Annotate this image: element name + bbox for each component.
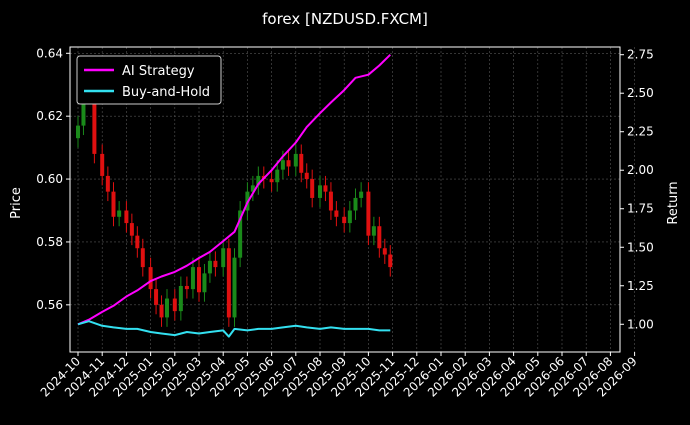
y2-tick-label: 2.50 — [627, 86, 654, 100]
candle-body — [124, 210, 129, 224]
y2-tick-label: 2.75 — [627, 48, 654, 62]
candle-body — [154, 289, 159, 305]
candle-body — [293, 153, 298, 167]
candle-body — [172, 298, 177, 312]
legend-label-buy-and-hold: Buy-and-Hold — [122, 85, 210, 100]
candle-body — [164, 298, 169, 318]
right-axis-ticks: 1.00 1.25 1.50 1.75 2.00 2.25 2.50 2.75 — [620, 48, 654, 331]
candle-body — [197, 267, 201, 293]
candle-body — [250, 185, 255, 192]
candle-body — [353, 197, 358, 211]
candle-body — [342, 216, 347, 224]
candle-body — [280, 160, 285, 170]
candle-body — [100, 153, 105, 176]
candle-body — [190, 267, 195, 290]
y2-tick-label: 1.50 — [627, 240, 654, 254]
y2-tick-label: 1.75 — [627, 202, 654, 216]
candle-body — [213, 260, 218, 268]
ai-strategy-line — [77, 53, 392, 326]
candle-body — [159, 304, 164, 318]
y-tick-label: 0.60 — [36, 172, 63, 186]
candle-body — [382, 248, 387, 255]
y2-axis-label: Return — [666, 181, 681, 224]
y-tick-label: 0.64 — [36, 46, 63, 60]
legend-label-ai-strategy: AI Strategy — [122, 64, 195, 79]
buy-and-hold-line — [77, 320, 391, 338]
y-axis-label: Price — [9, 187, 24, 219]
candle-body — [81, 91, 86, 126]
candle-body — [269, 179, 274, 183]
candle-body — [323, 185, 328, 192]
candle-body — [286, 160, 291, 167]
candle-body — [184, 285, 189, 290]
candle-body — [377, 226, 382, 249]
candle-body — [328, 191, 333, 211]
legend: AI Strategy Buy-and-Hold — [76, 55, 222, 105]
candle-body — [140, 248, 145, 268]
y2-tick-label: 2.00 — [627, 163, 654, 177]
candle-body — [388, 254, 393, 268]
y2-tick-label: 1.25 — [627, 279, 654, 293]
series-lines — [77, 53, 392, 338]
plot-frame — [69, 46, 621, 353]
candle-body — [318, 185, 322, 198]
candle-body — [129, 223, 134, 236]
candle-body — [232, 257, 237, 318]
candle-body — [135, 235, 140, 249]
candle-body — [111, 191, 116, 217]
candle-body — [92, 84, 97, 154]
y-tick-label: 0.56 — [36, 298, 63, 312]
candle-body — [371, 226, 376, 236]
candle-body — [148, 267, 153, 290]
chart-title: forex [NZDUSD.FXCM] — [262, 10, 428, 28]
candle-body — [178, 285, 183, 312]
candle-body — [207, 260, 212, 274]
y-tick-label: 0.58 — [36, 235, 63, 249]
y-tick-label: 0.62 — [36, 109, 63, 123]
candle-body — [202, 273, 207, 293]
candle-body — [347, 210, 352, 224]
candle-body — [359, 191, 364, 198]
candle-body — [299, 153, 304, 173]
y2-tick-label: 2.25 — [627, 125, 654, 139]
candle-body — [310, 179, 315, 198]
candle-body — [256, 175, 261, 186]
candle-body — [366, 191, 371, 236]
candle-body — [304, 172, 309, 180]
left-axis-ticks: 0.56 0.58 0.60 0.62 0.64 — [36, 46, 70, 312]
candle-body — [76, 125, 80, 139]
candle-body — [334, 210, 339, 217]
y2-tick-label: 1.00 — [627, 317, 654, 331]
candle-body — [238, 210, 243, 258]
candle-body — [275, 169, 280, 183]
candle-body — [117, 210, 122, 217]
candle-body — [221, 248, 226, 268]
candle-body — [105, 175, 110, 192]
candle-body — [226, 248, 231, 318]
